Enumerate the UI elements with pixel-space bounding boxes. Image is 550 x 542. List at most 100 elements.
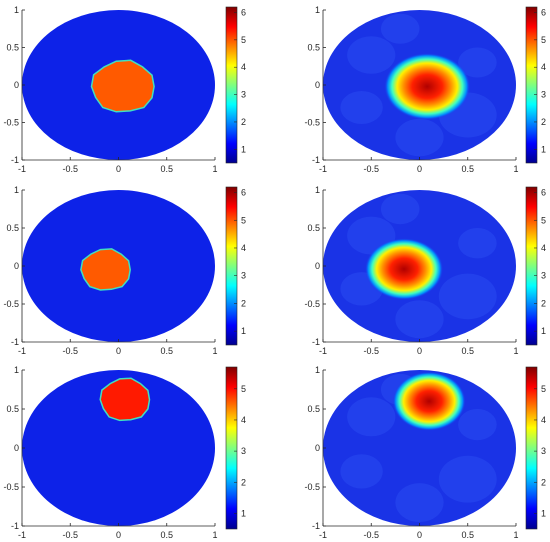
x-tick-label: -0.5 [62, 346, 78, 356]
texture-spot [395, 300, 444, 339]
colorbar-tick-label: 3 [541, 446, 546, 456]
colorbar-tick-label: 6 [241, 7, 246, 17]
colorbar-tick-label: 3 [241, 446, 246, 456]
x-tick-label: 1 [513, 164, 518, 174]
axes: -1 -0.5 0 0.5 1 1 0.5 0 -0.5 -1 [3, 365, 217, 540]
colorbar-tick-label: 5 [541, 384, 546, 394]
y-tick-label: 0 [14, 443, 19, 453]
colorbar-gradient [525, 186, 538, 346]
inclusion [90, 59, 155, 113]
y-tick-label: 0.5 [307, 223, 320, 233]
x-tick-label: 1 [212, 530, 217, 540]
colorbar-gradient [525, 6, 538, 164]
colorbar-tick-label: 4 [241, 243, 246, 253]
colorbar-tick-label: 4 [541, 415, 546, 425]
y-tick-label: -1 [312, 155, 320, 165]
colorbar-gradient [225, 186, 238, 346]
x-tick-label: 0 [116, 164, 121, 174]
x-tick-label: 0.5 [160, 346, 173, 356]
texture-spot [395, 118, 444, 157]
texture-spot [395, 483, 444, 523]
y-tick-label: 0 [315, 261, 320, 271]
background-texture [340, 373, 497, 523]
axes: -1 -0.5 0 0.5 1 1 0.5 0 -0.5 -1 [304, 185, 518, 356]
x-tick-label: 0.5 [160, 164, 173, 174]
colorbar: 1 2 3 4 5 [525, 366, 546, 530]
x-tick-label: 0 [417, 164, 422, 174]
y-tick-label: -1 [11, 521, 19, 531]
axes: -1 -0.5 0 0.5 1 1 0.5 0 -0.5 -1 [3, 5, 217, 174]
inclusion [392, 371, 466, 431]
colorbar-tick-label: 4 [241, 62, 246, 72]
panel-3-left: -1 -0.5 0 0.5 1 1 0.5 0 -0.5 -1 1 2 3 4 5 [3, 365, 246, 540]
colorbar-gradient [225, 366, 238, 530]
y-tick-label: 0.5 [6, 223, 19, 233]
y-tick-label: -1 [11, 155, 19, 165]
x-tick-label: -1 [319, 164, 327, 174]
x-tick-label: -1 [319, 346, 327, 356]
y-tick-label: -0.5 [304, 118, 320, 128]
x-tick-label: -1 [18, 346, 26, 356]
texture-spot [438, 455, 497, 503]
y-tick-label: 1 [14, 365, 19, 375]
inclusion [99, 377, 151, 422]
colorbar-tick-label: 3 [241, 90, 246, 100]
colorbar: 1 2 3 4 5 6 [225, 186, 246, 346]
y-tick-label: 0 [14, 261, 19, 271]
panel-1-left: -1 -0.5 0 0.5 1 1 0.5 0 -0.5 -1 1 2 3 4 5 6 [3, 5, 246, 174]
colorbar-tick-label: 3 [541, 90, 546, 100]
colorbar-tick-label: 6 [541, 188, 546, 198]
colorbar-tick-label: 2 [241, 477, 246, 487]
axes: -1 -0.5 0 0.5 1 1 0.5 0 -0.5 -1 [304, 365, 518, 540]
colorbar-tick-label: 2 [541, 477, 546, 487]
colorbar-tick-label: 3 [241, 271, 246, 281]
x-tick-label: -0.5 [62, 164, 78, 174]
y-tick-label: -0.5 [3, 118, 19, 128]
x-tick-label: 0.5 [461, 164, 474, 174]
domain-disk [22, 370, 215, 526]
x-tick-label: 1 [212, 164, 217, 174]
y-tick-label: 1 [14, 5, 19, 15]
y-tick-label: 0.5 [307, 43, 320, 53]
y-tick-label: 0.5 [307, 404, 320, 414]
panel-3-right: -1 -0.5 0 0.5 1 1 0.5 0 -0.5 -1 1 2 3 4 5 [304, 365, 546, 540]
colorbar: 1 2 3 4 5 6 [525, 186, 546, 346]
y-tick-label: 0.5 [6, 404, 19, 414]
texture-spot [380, 193, 420, 225]
y-tick-label: -1 [11, 337, 19, 347]
colorbar-tick-label: 2 [241, 298, 246, 308]
x-tick-label: 0 [116, 530, 121, 540]
colorbar-tick-label: 1 [541, 508, 546, 518]
colorbar: 1 2 3 4 5 [225, 366, 246, 530]
colorbar-tick-label: 5 [241, 35, 246, 45]
x-tick-label: 0.5 [160, 530, 173, 540]
y-tick-label: -0.5 [304, 482, 320, 492]
colorbar-tick-label: 2 [241, 117, 246, 127]
texture-spot [458, 228, 497, 259]
colorbar-tick-label: 6 [241, 188, 246, 198]
y-tick-label: -0.5 [304, 299, 320, 309]
colorbar-tick-label: 4 [241, 415, 246, 425]
y-tick-label: -0.5 [3, 482, 19, 492]
colorbar-gradient [225, 6, 238, 164]
x-tick-label: -0.5 [363, 164, 379, 174]
colorbar-tick-label: 1 [241, 326, 246, 336]
x-tick-label: 1 [513, 530, 518, 540]
colorbar-tick-label: 1 [541, 326, 546, 336]
texture-spot [458, 409, 497, 441]
y-tick-label: 1 [315, 5, 320, 15]
colorbar-tick-label: 2 [541, 298, 546, 308]
texture-spot [347, 397, 396, 437]
x-tick-label: 1 [212, 346, 217, 356]
x-tick-label: 1 [513, 346, 518, 356]
y-tick-label: 1 [14, 185, 19, 195]
colorbar-tick-label: 5 [541, 35, 546, 45]
inclusion [80, 248, 131, 291]
y-tick-label: 1 [315, 185, 320, 195]
texture-spot [380, 13, 420, 44]
y-tick-label: 0 [315, 80, 320, 90]
y-tick-label: 0 [315, 443, 320, 453]
x-tick-label: -1 [319, 530, 327, 540]
colorbar: 1 2 3 4 5 6 [225, 6, 246, 164]
